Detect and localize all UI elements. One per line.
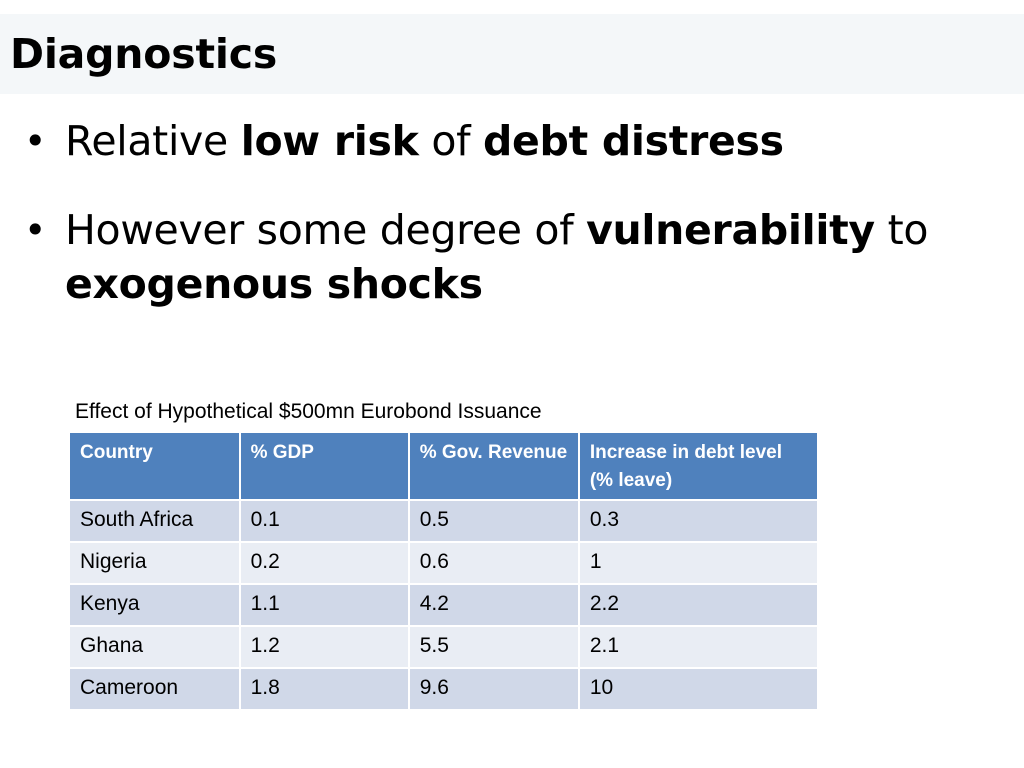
cell-gdp: 0.2	[238, 541, 410, 585]
table-header-row: Country % GDP % Gov. Revenue Increase in…	[68, 431, 820, 501]
cell-gdp: 1.8	[238, 667, 410, 711]
cell-debt-increase: 2.2	[577, 583, 820, 627]
bullet-text: to	[874, 206, 929, 254]
header-gdp: % GDP	[238, 431, 410, 501]
cell-debt-increase: 2.1	[577, 625, 820, 669]
table-caption: Effect of Hypothetical $500mn Eurobond I…	[75, 400, 542, 423]
bullet-list: • Relative low risk of debt distress • H…	[0, 114, 1024, 311]
cell-country: South Africa	[68, 499, 241, 543]
bullet-text: Relative	[65, 117, 241, 165]
cell-gdp: 1.1	[238, 583, 410, 627]
bullet-emphasis: debt distress	[483, 117, 784, 165]
title-band	[0, 14, 1024, 94]
header-gov-revenue: % Gov. Revenue	[407, 431, 580, 501]
cell-gov-revenue: 4.2	[407, 583, 580, 627]
table-row: Ghana 1.2 5.5 2.1	[68, 625, 820, 669]
cell-gov-revenue: 9.6	[407, 667, 580, 711]
bullet-text: However some degree of	[65, 206, 587, 254]
cell-gdp: 0.1	[238, 499, 410, 543]
cell-gov-revenue: 0.6	[407, 541, 580, 585]
table-row: Kenya 1.1 4.2 2.2	[68, 583, 820, 627]
header-country: Country	[68, 431, 241, 501]
bullet-emphasis: vulnerability	[586, 206, 875, 254]
cell-debt-increase: 0.3	[577, 499, 820, 543]
cell-debt-increase: 1	[577, 541, 820, 585]
bullet-text: of	[418, 117, 483, 165]
bullet-emphasis: exogenous shocks	[65, 260, 483, 308]
cell-country: Kenya	[68, 583, 241, 627]
bullet-dot-icon: •	[24, 119, 47, 163]
bullet-dot-icon: •	[24, 208, 47, 252]
table-row: South Africa 0.1 0.5 0.3	[68, 499, 820, 543]
cell-country: Cameroon	[68, 667, 241, 711]
cell-gov-revenue: 5.5	[407, 625, 580, 669]
cell-country: Nigeria	[68, 541, 241, 585]
bullet-item: • However some degree of vulnerability t…	[0, 203, 1024, 311]
table-row: Cameroon 1.8 9.6 10	[68, 667, 820, 711]
bullet-item: • Relative low risk of debt distress	[0, 114, 1024, 168]
header-debt-increase: Increase in debt level (% leave)	[577, 431, 820, 501]
cell-debt-increase: 10	[577, 667, 820, 711]
cell-country: Ghana	[68, 625, 241, 669]
bullet-emphasis: low risk	[240, 117, 419, 165]
cell-gdp: 1.2	[238, 625, 410, 669]
slide-title: Diagnostics	[10, 30, 278, 78]
eurobond-table: Country % GDP % Gov. Revenue Increase in…	[68, 431, 820, 711]
cell-gov-revenue: 0.5	[407, 499, 580, 543]
table-row: Nigeria 0.2 0.6 1	[68, 541, 820, 585]
